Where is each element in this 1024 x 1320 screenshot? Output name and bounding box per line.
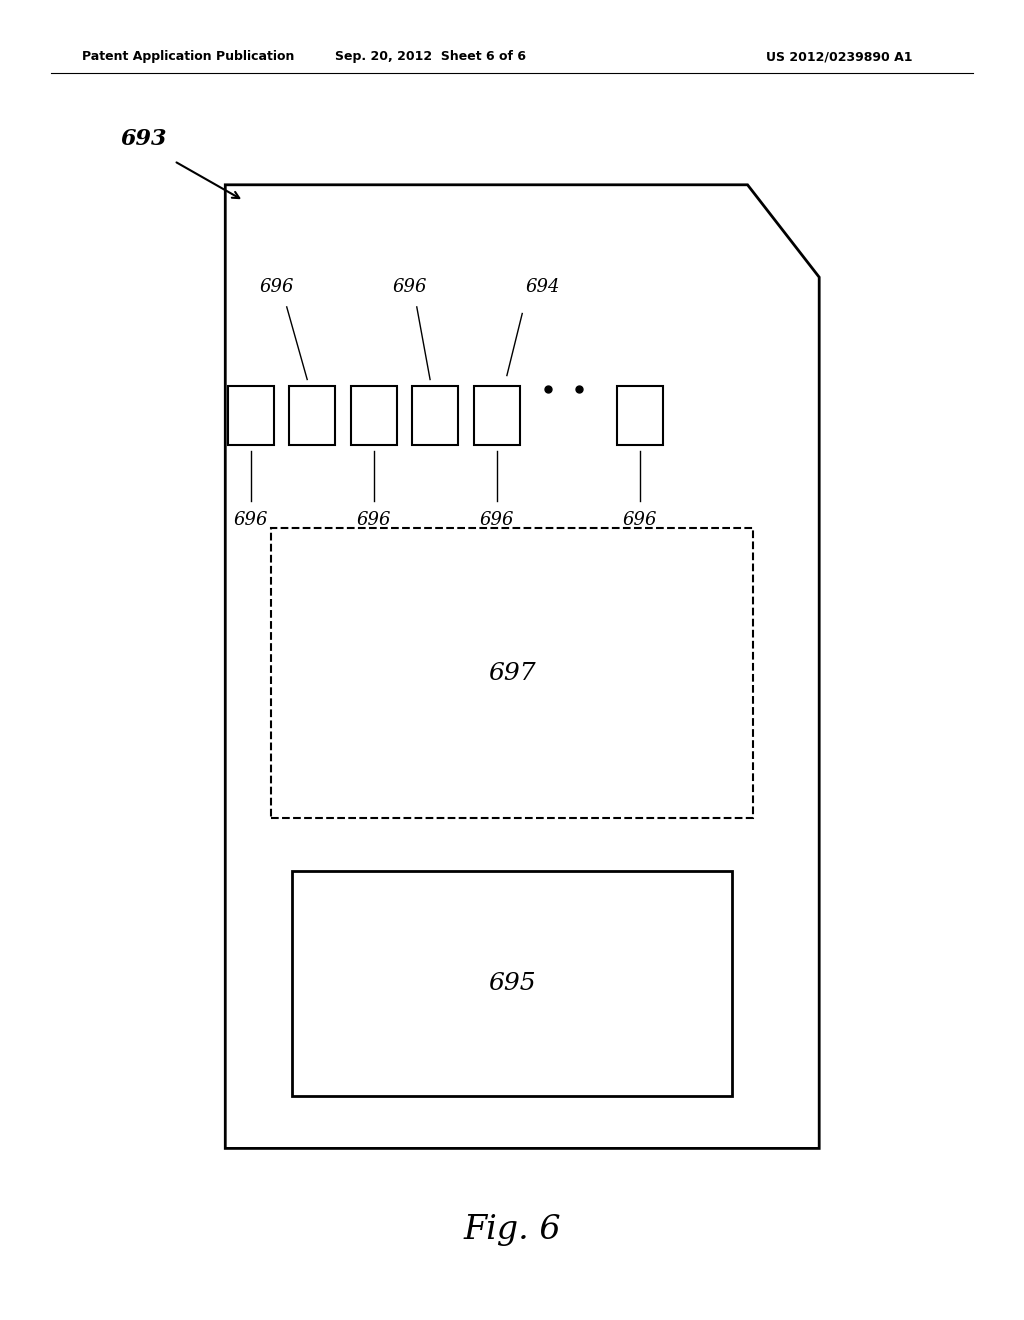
Text: 697: 697 [488,661,536,685]
Text: Patent Application Publication: Patent Application Publication [82,50,294,63]
Text: 696: 696 [356,511,391,529]
Bar [292,871,732,1096]
Bar [350,385,396,445]
Text: Fig. 6: Fig. 6 [463,1214,561,1246]
Text: 696: 696 [623,511,657,529]
Text: 696: 696 [233,511,268,529]
Bar [616,385,664,445]
Text: 693: 693 [121,128,167,149]
Text: Sep. 20, 2012  Sheet 6 of 6: Sep. 20, 2012 Sheet 6 of 6 [335,50,525,63]
Bar [412,385,458,445]
Text: US 2012/0239890 A1: US 2012/0239890 A1 [766,50,913,63]
Text: 696: 696 [392,279,427,296]
Bar [227,385,274,445]
Text: 694: 694 [525,279,560,296]
Bar [271,528,753,818]
Bar [289,385,335,445]
Text: 696: 696 [479,511,514,529]
Bar [473,385,519,445]
Text: 696: 696 [259,279,294,296]
Text: 695: 695 [488,972,536,995]
